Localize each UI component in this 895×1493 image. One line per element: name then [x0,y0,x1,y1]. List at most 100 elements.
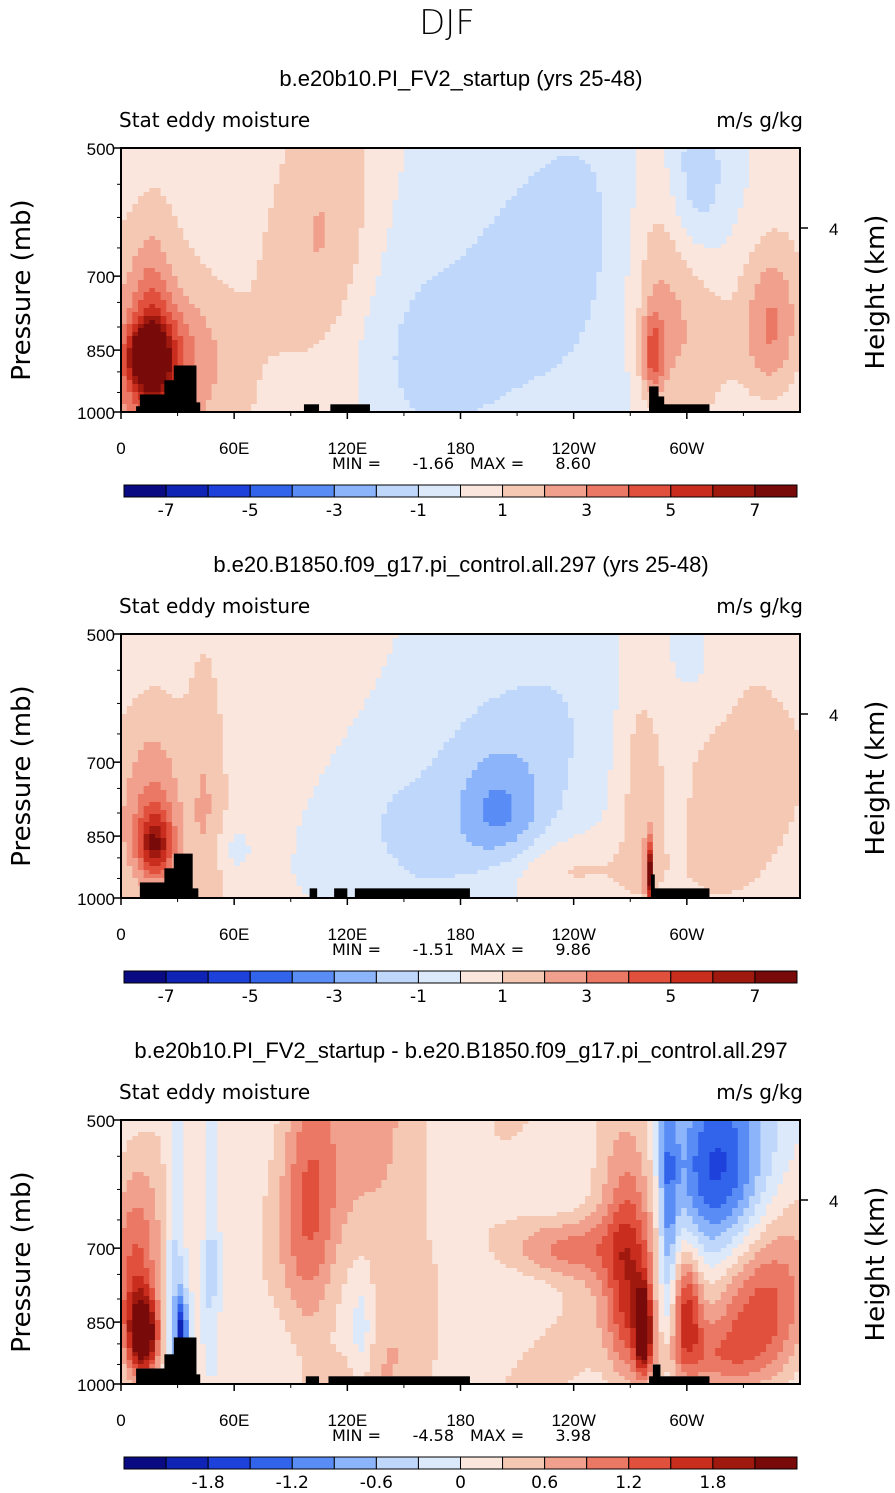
y-tick-label: 700 [87,1240,115,1259]
y-tick-label: 1000 [77,1376,115,1395]
colorbar-swatch [417,970,461,984]
y-axis-label: Pressure (mb) [7,199,37,380]
colorbar-label: 3 [581,501,592,521]
x-tick-label: 0 [116,1411,125,1430]
panel-title: b.e20b10.PI_FV2_startup - b.e20.B1850.f0… [134,1038,787,1063]
colorbar-swatch [417,1456,461,1470]
min-value: -1.51 [413,940,454,959]
x-tick-label: 120E [327,439,367,458]
colorbar-swatch [712,970,756,984]
field [121,1120,800,1384]
colorbar-swatch [670,1456,714,1470]
colorbar-swatch [249,484,293,498]
colorbar-swatch [628,484,672,498]
right-title: m/s g/kg [716,1080,803,1104]
colorbar-swatch [333,1456,377,1470]
panel-1: b.e20b10.PI_FV2_startup (yrs 25-48) Stat … [7,66,891,521]
colorbar-swatch [502,970,546,984]
colorbar-swatch [628,1456,672,1470]
min-label: MIN = [332,454,381,473]
colorbar-swatch [333,970,377,984]
x-tick-label: 60W [669,439,704,458]
x-tick-label: 120W [551,1411,595,1430]
topography-block [650,874,655,898]
y-tick-label: 850 [87,828,115,847]
topography-block [334,888,348,898]
colorbar-swatch [502,484,546,498]
min-label: MIN = [332,1426,381,1445]
topography-block [330,404,370,412]
topography-block [652,888,710,898]
topography-block [652,396,665,412]
topography-block [139,882,167,898]
y2-axis-label: Height (km) [861,215,891,370]
colorbar-swatch [586,970,630,984]
x-tick-label: 180 [446,439,474,458]
topography-block [188,1374,201,1384]
panels: b.e20b10.PI_FV2_startup (yrs 25-48) Stat … [7,66,891,1493]
colorbar-label: 5 [665,501,676,521]
max-label: MAX = [470,454,524,473]
colorbar-swatch [249,1456,293,1470]
topography-block [173,1337,197,1384]
topography-block [136,406,144,412]
colorbar-swatch [544,484,588,498]
y-tick-label: 500 [87,626,115,645]
colorbar-label: 3 [581,987,592,1007]
colorbar-swatch [460,1456,504,1470]
x-tick-label: 120E [327,925,367,944]
colorbar-swatch [207,1456,251,1470]
colorbar-swatch [712,484,756,498]
colorbar-label: 7 [750,987,761,1007]
colorbar-swatch [375,484,419,498]
colorbar-label: 0 [455,1473,466,1493]
colorbar-swatch [207,484,251,498]
max-value: 9.86 [555,940,591,959]
colorbar-swatch [123,484,167,498]
colorbar-swatch [123,1456,167,1470]
colorbar-swatch [460,970,504,984]
topography-block [303,404,320,412]
topography-block [354,888,470,898]
min-value: -4.58 [413,1426,454,1445]
colorbar-label: -5 [242,501,259,521]
colorbar-swatch [754,1456,798,1470]
x-tick-label: 180 [446,925,474,944]
colorbar-label: 5 [665,987,676,1007]
y-tick-label: 500 [87,140,115,159]
colorbar-swatch [754,970,798,984]
colorbar-label: -5 [242,987,259,1007]
left-title: Stat eddy moisture [119,108,310,132]
colorbar-label: -1.8 [192,1473,225,1493]
colorbar-swatch [249,970,293,984]
topography-block [139,1378,148,1384]
colorbar-swatch [165,1456,209,1470]
panel-title: b.e20b10.PI_FV2_startup (yrs 25-48) [279,66,642,91]
colorbar-label: -7 [158,987,175,1007]
field [121,634,800,898]
x-tick-label: 0 [116,925,125,944]
x-tick-label: 60W [669,925,704,944]
colorbar-label: -1 [410,501,427,521]
colorbar-swatch [417,484,461,498]
y-tick-label: 700 [87,754,115,773]
min-value: -1.66 [413,454,454,473]
topography-block [139,394,167,412]
colorbar-swatch [586,484,630,498]
colorbar-swatch [291,1456,335,1470]
panel-3: b.e20b10.PI_FV2_startup - b.e20.B1850.f0… [7,1038,891,1493]
topography-block [173,365,197,412]
colorbar-label: -0.6 [360,1473,393,1493]
topography-block [649,1376,710,1384]
colorbar-label: 7 [750,501,761,521]
colorbar-label: -3 [326,987,343,1007]
colorbar-swatch [670,970,714,984]
y-axis-label: Pressure (mb) [7,685,37,866]
colorbar-swatch [460,484,504,498]
colorbar-label: -3 [326,501,343,521]
colorbar-swatch [291,970,335,984]
x-tick-label: 180 [446,1411,474,1430]
right-title: m/s g/kg [716,108,803,132]
colorbar-label: 1.2 [615,1473,642,1493]
y-axis-label: Pressure (mb) [7,1171,37,1352]
